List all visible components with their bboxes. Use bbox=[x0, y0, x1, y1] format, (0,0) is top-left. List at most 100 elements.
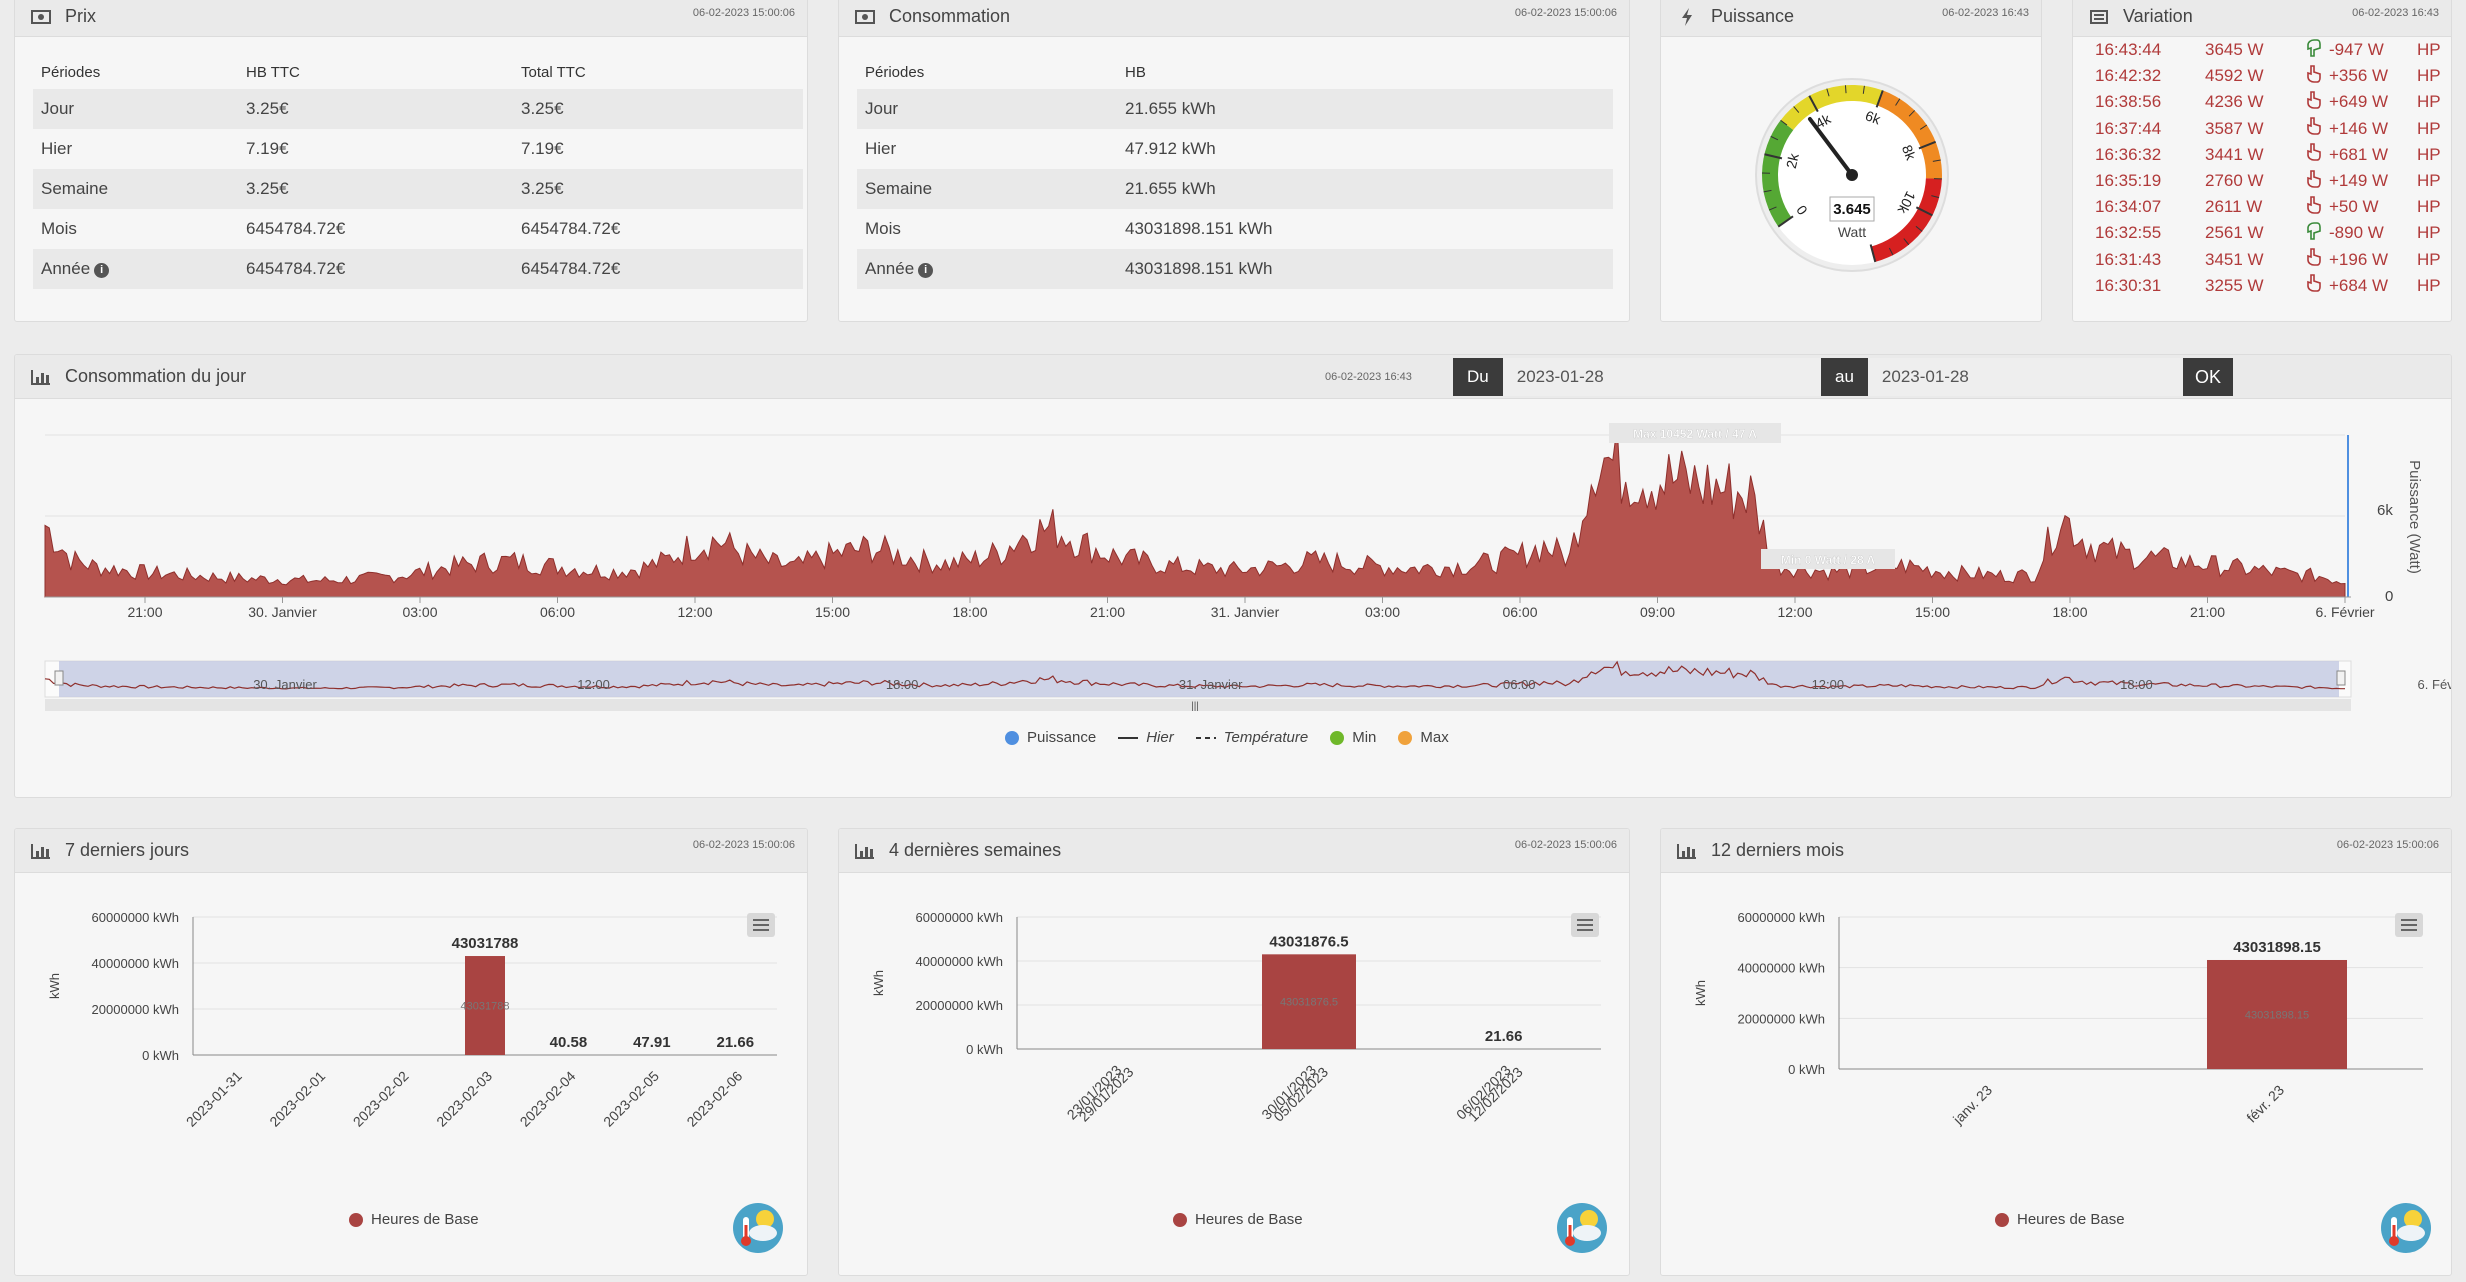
delta-cell: -890 W bbox=[2329, 223, 2384, 243]
x-tick-label: 2023-02-03 bbox=[433, 1068, 495, 1130]
twelve-months-chart: 0 kWh 20000000 kWh 40000000 kWh 60000000 kW… bbox=[1693, 910, 2423, 1128]
delta-cell: +146 W bbox=[2329, 118, 2389, 138]
info-icon[interactable]: i bbox=[918, 263, 934, 278]
scrollbar-grip[interactable]: ||| bbox=[1191, 701, 1199, 712]
chart-date: 06-02-2023 15:00:06 bbox=[2336, 839, 2439, 851]
value-cell: 7.19€ bbox=[246, 139, 289, 158]
x-tick-label: 31. Janvier bbox=[1211, 604, 1280, 620]
legend-hier[interactable]: Hier bbox=[1118, 729, 1174, 746]
watts-cell: 3587 W bbox=[2205, 118, 2264, 138]
ok-button[interactable]: OK bbox=[2183, 358, 2233, 396]
legend-puissance[interactable]: Puissance bbox=[1005, 729, 1096, 746]
legend-label: Hier bbox=[1146, 729, 1174, 746]
gauge-tick bbox=[1862, 85, 1865, 94]
chart-menu-button[interactable] bbox=[747, 913, 775, 937]
table-row: Hier 7.19€ 7.19€ bbox=[33, 129, 803, 169]
puissance-header: Puissance 06-02-2023 16:43 bbox=[1661, 0, 2041, 37]
bar[interactable] bbox=[2207, 959, 2347, 1069]
data-label: 43031898.15 bbox=[2233, 939, 2321, 956]
variation-row: 16:34:07 2611 W +50 W HP bbox=[2095, 194, 2451, 220]
puissance-area[interactable] bbox=[44, 425, 2346, 598]
navigator-range[interactable] bbox=[59, 661, 2339, 697]
lightning-icon bbox=[1677, 7, 1697, 26]
legend-min[interactable]: Min bbox=[1330, 729, 1376, 746]
gauge-tick bbox=[1780, 119, 1788, 126]
bar[interactable] bbox=[465, 956, 505, 1055]
y-tick-label: 20000000 kWh bbox=[916, 998, 1003, 1013]
time-cell: 16:37:44 bbox=[2095, 118, 2162, 138]
value-cell: 43031898.151 kWh bbox=[1125, 219, 1273, 238]
legend-heures-base[interactable]: Heures de Base bbox=[1995, 1211, 2125, 1228]
delta-cell: +684 W bbox=[2329, 275, 2389, 295]
value-cell: 6454784.72€ bbox=[238, 249, 513, 289]
info-icon[interactable]: i bbox=[94, 263, 110, 278]
legend-heures-base[interactable]: Heures de Base bbox=[1173, 1211, 1303, 1228]
jour-date: 06-02-2023 16:43 bbox=[1325, 371, 1412, 383]
x-tick-label: 21:00 bbox=[1090, 604, 1125, 620]
y-tick-label: 0 bbox=[2385, 588, 2393, 605]
puissance-dot bbox=[1005, 730, 1019, 745]
tarif-cell: HP bbox=[2417, 223, 2441, 243]
periode-cell: Mois bbox=[865, 219, 901, 238]
legend-temperature[interactable]: Température bbox=[1195, 729, 1309, 746]
au-date-input[interactable]: 2023-01-28 bbox=[1867, 358, 2193, 396]
y-tick-label: 0 kWh bbox=[966, 1042, 1003, 1057]
table-header: HB TTC bbox=[246, 63, 300, 81]
chart-menu-button[interactable] bbox=[1571, 913, 1599, 937]
variation-row: 16:36:32 3441 W +681 W HP bbox=[2095, 142, 2451, 168]
y-axis-label: kWh bbox=[1693, 980, 1708, 1006]
table-row: Semaine 3.25€ 3.25€ bbox=[33, 169, 803, 209]
seven-days-header: 7 derniers jours 06-02-2023 15:00:06 bbox=[15, 829, 807, 873]
x-tick-label: févr. 23 bbox=[2243, 1082, 2287, 1126]
watts-cell: 2611 W bbox=[2205, 197, 2263, 217]
watts-cell: 3451 W bbox=[2205, 249, 2264, 269]
prix-table: Périodes HB TTC Total TTC Jour 3.25€ 3.2… bbox=[33, 55, 803, 289]
day-consumption-chart[interactable]: 21:00 30. Janvier 03:00 06:00 12:00 15:00 18:0… bbox=[15, 399, 2451, 749]
weather-icon[interactable] bbox=[2381, 1203, 2431, 1253]
du-date-field[interactable]: Du 2023-01-28 bbox=[1453, 358, 1825, 396]
delta-cell: +649 W bbox=[2329, 92, 2389, 112]
legend-heures-base[interactable]: Heures de Base bbox=[349, 1211, 479, 1228]
gauge-tick bbox=[1931, 195, 1940, 199]
bar-chart-icon bbox=[855, 843, 875, 859]
navigator-handle-right[interactable] bbox=[2336, 670, 2346, 686]
time-cell: 16:38:56 bbox=[2095, 92, 2162, 112]
chart-title: 4 dernières semaines bbox=[889, 840, 1062, 860]
jour-panel: Consommation du jour 06-02-2023 16:43 Du… bbox=[14, 354, 2452, 798]
legend-max[interactable]: Max bbox=[1398, 729, 1449, 746]
scrollbar-track[interactable] bbox=[45, 699, 2351, 711]
periode-cell: Hier bbox=[41, 139, 73, 158]
navigator-handle-left[interactable] bbox=[54, 670, 64, 686]
four-weeks-chart: 0 kWh 20000000 kWh 40000000 kWh 60000000 kW… bbox=[871, 910, 1601, 1125]
y-tick-label: 40000000 kWh bbox=[1738, 961, 1825, 976]
jour-title: Consommation du jour bbox=[65, 366, 247, 386]
chart-menu-button[interactable] bbox=[2395, 913, 2423, 937]
periode-cell: Jour bbox=[33, 89, 238, 129]
weather-icon[interactable] bbox=[733, 1203, 783, 1253]
value-cell: 21.655 kWh bbox=[1117, 169, 1613, 209]
value-cell: 3.25€ bbox=[238, 89, 513, 129]
day-chart-legend: Puissance Hier Température Min Max bbox=[1005, 729, 1449, 746]
puissance-title: Puissance bbox=[1711, 6, 1795, 26]
four-weeks-panel: 4 dernières semaines 06-02-2023 15:00:06… bbox=[838, 828, 1630, 1276]
legend-label: Heures de Base bbox=[371, 1211, 479, 1228]
gauge-band bbox=[1877, 90, 1942, 179]
gauge-tick-label: 2k bbox=[1783, 151, 1802, 170]
prix-panel: Prix 06-02-2023 15:00:06 Périodes HB TTC… bbox=[14, 0, 808, 322]
y-tick-label: 40000000 kWh bbox=[916, 954, 1003, 969]
gauge-tick bbox=[1895, 98, 1901, 106]
bar[interactable] bbox=[1262, 954, 1356, 1049]
x-tick-label: 09:00 bbox=[1640, 604, 1675, 620]
bar-inner-label: 43031898.15 bbox=[2245, 1009, 2309, 1021]
value-cell: 3.25€ bbox=[513, 89, 803, 129]
weather-icon[interactable] bbox=[1557, 1203, 1607, 1253]
prix-date: 06-02-2023 15:00:06 bbox=[692, 7, 795, 19]
variation-panel: Variation 06-02-2023 16:43 16:43:44 3645 … bbox=[2072, 0, 2452, 322]
legend-label: Température bbox=[1223, 729, 1309, 746]
time-cell: 16:34:07 bbox=[2095, 197, 2162, 217]
x-tick-label: 2023-02-01 bbox=[266, 1068, 328, 1130]
au-date-field[interactable]: au 2023-01-28 bbox=[1821, 358, 2193, 396]
variation-row: 16:35:19 2760 W +149 W HP bbox=[2095, 168, 2451, 194]
du-date-input[interactable]: 2023-01-28 bbox=[1502, 358, 1825, 396]
heures-base-dot bbox=[349, 1212, 363, 1227]
